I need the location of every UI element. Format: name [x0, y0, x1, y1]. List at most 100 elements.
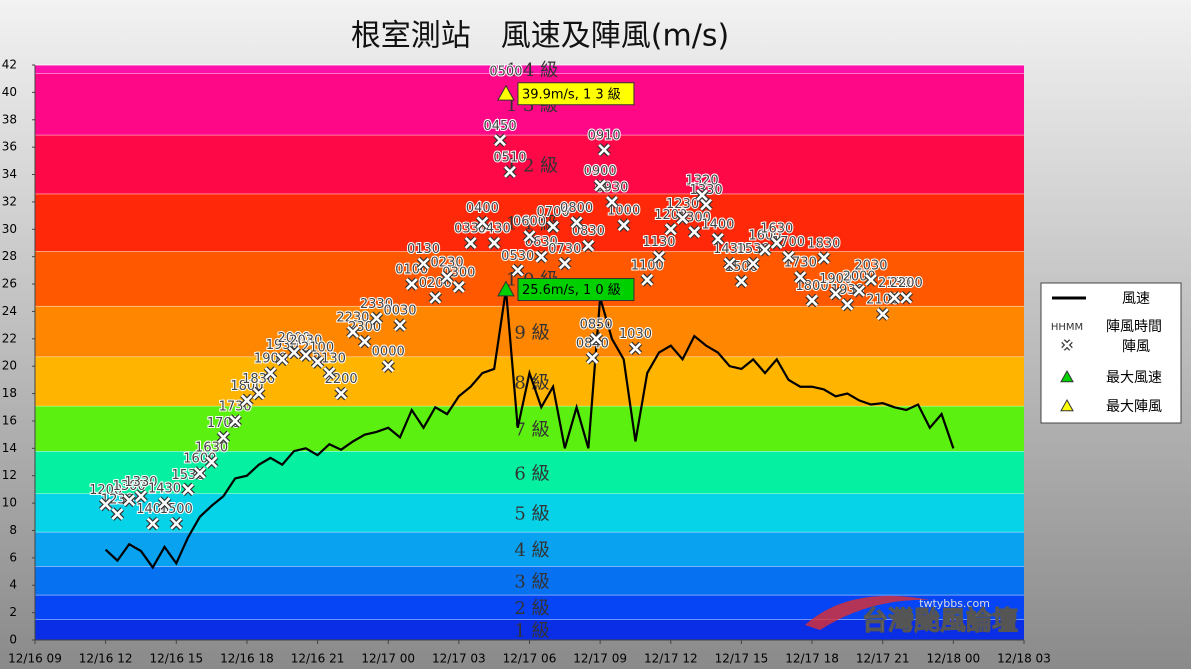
x-core: [688, 226, 701, 238]
gust-time-label: 0800: [560, 201, 593, 216]
y-tick-label: 4: [9, 578, 17, 592]
gust-point: [781, 249, 796, 264]
gust-point: [887, 290, 902, 305]
x-core: [476, 216, 489, 229]
gust-time-label: 0130: [407, 242, 440, 257]
legend-label: 最大風速: [1106, 370, 1162, 386]
gust-point: [875, 307, 890, 321]
x-tick-label: 12/17 06: [503, 652, 557, 666]
x-core: [299, 349, 312, 362]
x-core: [288, 346, 300, 359]
x-core: [464, 237, 477, 249]
x-core: [346, 326, 359, 338]
wind-line: [104, 289, 955, 570]
x-tick-label: 12/16 12: [79, 652, 133, 666]
gust-point: [263, 366, 278, 380]
gust-point: [440, 270, 454, 284]
y-tick-label: 36: [2, 140, 17, 154]
x-tick-label: 12/17 12: [644, 652, 698, 666]
y-tick-label: 6: [9, 550, 17, 564]
gust-point: [534, 249, 549, 264]
gust-point: [699, 197, 713, 212]
band-label: 5 級: [514, 504, 549, 525]
wind-band: [35, 65, 1024, 74]
gust-time-label: 1330: [124, 475, 157, 490]
x-core: [829, 287, 842, 300]
gust-point: [228, 414, 242, 428]
x-core: [586, 352, 599, 364]
gust-point: [695, 188, 709, 202]
gust-point: [452, 280, 466, 294]
y-tick-label: 20: [2, 359, 17, 373]
x-core: [853, 284, 866, 297]
gust-point: [675, 211, 690, 226]
gust-point: [510, 263, 525, 278]
gust-point: [722, 256, 737, 271]
y-tick-label: 22: [2, 331, 17, 345]
y-tick-label: 34: [2, 167, 17, 181]
gust-time-label: 1000: [607, 204, 640, 219]
gust-time-label: 2200: [890, 276, 923, 291]
legend-label: 陣風: [1122, 339, 1150, 355]
gust-point: [711, 232, 725, 246]
gust-point: [493, 133, 507, 148]
gust-point: [416, 256, 431, 271]
gust-point: [346, 325, 360, 339]
y-tick-label: 10: [2, 496, 17, 510]
gust-point: [828, 286, 843, 301]
gust-point: [381, 359, 395, 373]
x-core: [558, 257, 571, 270]
gust-point: [605, 195, 619, 209]
max-gust-label: 39.9m/s, 1 3 級: [522, 87, 621, 102]
gust-time-label: 2000: [277, 331, 310, 346]
x-core: [429, 291, 442, 304]
gust-point: [393, 318, 407, 332]
wind-band: [35, 531, 1024, 567]
y-tick-label: 28: [2, 249, 17, 263]
x-core: [311, 356, 324, 369]
x-core: [494, 134, 506, 147]
gust-point: [110, 507, 125, 521]
x-core: [511, 264, 524, 277]
band-label: 1 級: [514, 621, 549, 642]
gust-time-label: 1830: [807, 237, 840, 252]
gust-time-label: 1030: [619, 327, 652, 342]
x-core: [394, 319, 406, 332]
gust-point: [404, 277, 419, 291]
x-core: [193, 467, 206, 479]
x-core: [504, 165, 516, 178]
x-core: [598, 143, 611, 156]
gust-point: [652, 249, 666, 264]
watermark-name: 台灣颱風論壇: [862, 606, 1018, 637]
y-tick-label: 32: [2, 194, 17, 208]
gust-point: [181, 482, 195, 497]
wind-band: [35, 193, 1024, 252]
gust-point: [546, 219, 560, 234]
watermark-site: twtybbs.com: [919, 597, 990, 610]
x-core: [135, 490, 147, 503]
x-core: [441, 271, 454, 284]
x-core: [806, 294, 818, 307]
gust-point: [204, 455, 219, 469]
x-core: [735, 275, 748, 288]
gust-point: [581, 238, 596, 253]
gust-time-label: 0030: [383, 304, 416, 319]
gust-time-label: 2030: [854, 258, 887, 273]
gust-time-label: 1100: [631, 258, 664, 273]
band-label: 4 級: [514, 540, 549, 561]
x-core: [594, 179, 607, 192]
gust-time-label: 1230: [666, 197, 699, 212]
gust-point: [169, 516, 184, 531]
x-tick-label: 12/17 00: [361, 652, 415, 666]
x-core: [99, 498, 112, 511]
gust-point: [769, 236, 784, 250]
x-core: [759, 243, 771, 256]
band-label: 1 1 級: [506, 213, 558, 234]
gust-time-label: 1400: [701, 217, 734, 232]
x-core: [888, 291, 901, 304]
gust-point: [864, 273, 878, 287]
gust-time-label: 1630: [195, 441, 228, 456]
gust-point: [628, 341, 643, 356]
x-core: [711, 232, 724, 245]
gust-point: [687, 225, 702, 239]
